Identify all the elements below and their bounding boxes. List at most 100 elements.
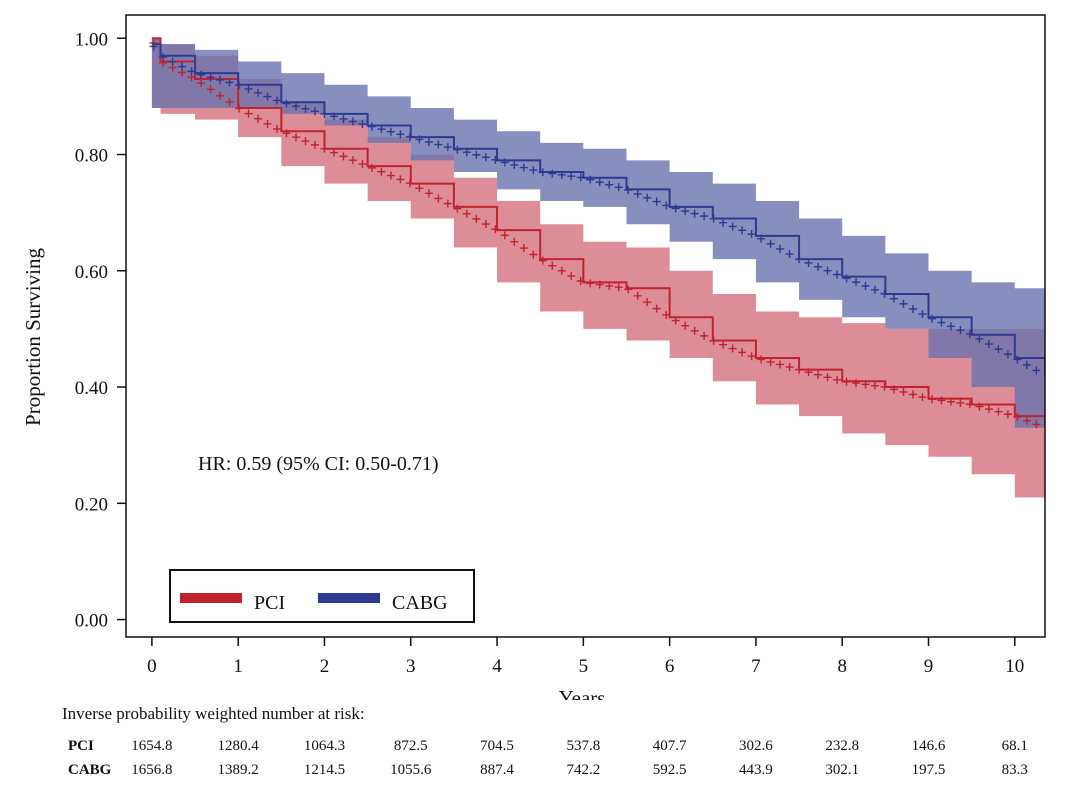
censor-mark-cabg: [291, 102, 300, 111]
censor-mark-pci: [1003, 410, 1012, 419]
censor-mark-pci: [984, 405, 993, 414]
legend-swatch-cabg: [318, 593, 380, 603]
censor-mark-cabg: [852, 278, 861, 287]
censor-mark-pci: [1032, 420, 1041, 429]
censor-mark-cabg: [301, 104, 310, 113]
censor-mark-cabg: [168, 57, 177, 66]
risk-value: 232.8: [825, 738, 860, 754]
censor-mark-cabg: [424, 137, 433, 146]
censor-mark-cabg: [159, 52, 168, 61]
censor-mark-cabg: [434, 140, 443, 149]
risk-value: 407.7: [652, 738, 687, 754]
censor-mark-pci: [690, 326, 699, 335]
censor-mark-pci: [927, 395, 936, 404]
censor-mark-cabg: [367, 122, 376, 131]
x-tick-label: 10: [1005, 656, 1024, 677]
censor-mark-cabg: [557, 170, 566, 179]
x-axis-title: Years: [559, 686, 606, 700]
censor-mark-cabg: [614, 183, 623, 192]
censor-mark-cabg: [254, 88, 263, 97]
censor-mark-cabg: [861, 282, 870, 291]
censor-mark-cabg: [244, 84, 253, 93]
censor-mark-cabg: [700, 212, 709, 221]
censor-mark-cabg: [833, 270, 842, 279]
risk-value: 742.2: [566, 762, 601, 778]
censor-mark-cabg: [206, 73, 215, 82]
y-tick-label: 0.20: [75, 494, 108, 515]
censor-mark-pci: [424, 189, 433, 198]
censor-marks: [149, 38, 1041, 429]
censor-mark-cabg: [491, 155, 500, 164]
x-tick-label: 6: [665, 656, 675, 677]
censor-mark-cabg: [804, 258, 813, 267]
censor-mark-pci: [842, 377, 851, 386]
censor-mark-cabg: [386, 127, 395, 136]
censor-mark-cabg: [358, 120, 367, 129]
censor-mark-pci: [434, 194, 443, 203]
censor-mark-cabg: [1032, 366, 1041, 375]
risk-row-pci: PCI 1654.8 1280.4 1064.3 872.5 704.5 537.8 407…: [0, 738, 1080, 760]
censor-mark-cabg: [178, 62, 187, 71]
plot-frame: [125, 14, 1046, 638]
censor-mark-cabg: [975, 334, 984, 343]
censor-mark-pci: [814, 370, 823, 379]
censor-mark-pci: [491, 225, 500, 234]
axes: 0.00 0.20 0.40 0.60 0.80 1.00 0 1 2 3 4 5 6 7 8 9 10: [75, 29, 1025, 677]
censor-mark-pci: [472, 214, 481, 223]
censor-mark-pci: [320, 144, 329, 153]
censor-mark-pci: [481, 220, 490, 229]
censor-mark-cabg: [690, 209, 699, 218]
censor-mark-pci: [833, 375, 842, 384]
censor-mark-pci: [671, 316, 680, 325]
risk-value: 146.6: [911, 738, 946, 754]
censor-mark-pci: [757, 355, 766, 364]
censor-mark-cabg: [671, 204, 680, 213]
risk-value: 443.9: [739, 762, 773, 778]
censor-mark-cabg: [529, 166, 538, 175]
censor-mark-pci: [795, 365, 804, 374]
y-tick-label: 0.80: [75, 146, 108, 167]
censor-mark-pci: [529, 250, 538, 259]
risk-row-cabg: CABG 1656.8 1389.2 1214.5 1055.6 887.4 742.2 5…: [0, 762, 1080, 784]
censor-mark-pci: [719, 340, 728, 349]
censor-mark-pci: [871, 381, 880, 390]
censor-mark-cabg: [443, 143, 452, 152]
censor-mark-cabg: [282, 99, 291, 108]
censor-mark-cabg: [500, 158, 509, 167]
censor-mark-cabg: [510, 160, 519, 169]
censor-mark-cabg: [396, 130, 405, 139]
censor-mark-pci: [975, 402, 984, 411]
censor-mark-pci: [709, 336, 718, 345]
risk-value: 1654.8: [131, 738, 173, 754]
censor-mark-pci: [443, 199, 452, 208]
censor-mark-cabg: [339, 114, 348, 123]
censor-mark-pci: [747, 352, 756, 361]
censor-mark-pci: [586, 279, 595, 288]
censor-mark-pci: [548, 261, 557, 270]
censor-mark-pci: [348, 156, 357, 165]
censor-mark-cabg: [348, 117, 357, 126]
censor-mark-cabg: [1003, 350, 1012, 359]
censor-mark-pci: [776, 360, 785, 369]
censor-mark-pci: [329, 148, 338, 157]
censor-mark-cabg: [842, 274, 851, 283]
censor-mark-cabg: [823, 266, 832, 275]
y-axis-title: Proportion Surviving: [21, 248, 45, 426]
censor-mark-pci: [700, 331, 709, 340]
censor-mark-cabg: [681, 207, 690, 216]
x-tick-label: 7: [751, 656, 761, 677]
censor-mark-pci: [273, 124, 282, 133]
censor-mark-cabg: [576, 173, 585, 182]
censor-mark-cabg: [643, 193, 652, 202]
censor-mark-cabg: [766, 239, 775, 248]
censor-mark-cabg: [795, 255, 804, 264]
censor-mark-pci: [662, 310, 671, 319]
censor-mark-cabg: [814, 262, 823, 271]
censor-mark-cabg: [567, 172, 576, 181]
censor-mark-pci: [738, 348, 747, 357]
censor-mark-cabg: [149, 42, 158, 51]
censor-mark-cabg: [586, 175, 595, 184]
censor-mark-pci: [197, 79, 206, 88]
censor-mark-cabg: [719, 218, 728, 227]
censor-mark-cabg: [738, 226, 747, 235]
